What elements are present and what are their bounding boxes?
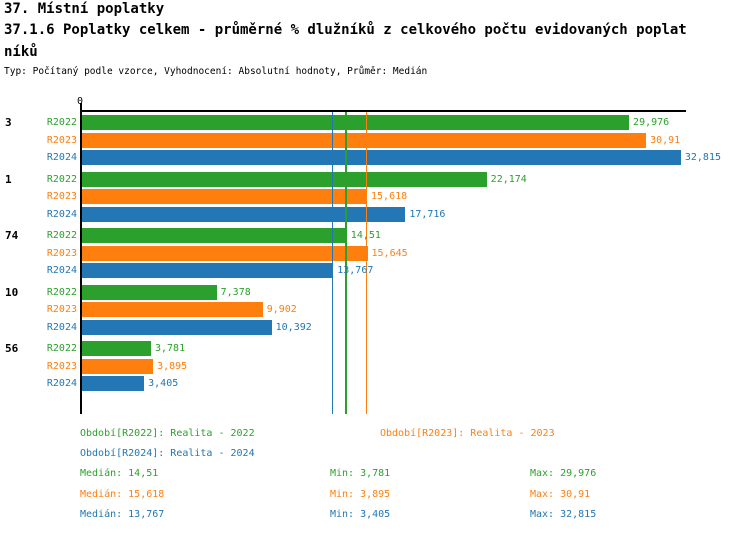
value-bar — [82, 171, 487, 187]
bar-row: R2023 3,895 — [0, 358, 750, 374]
bar-value-label: 15,618 — [371, 191, 408, 202]
bar-row: R2024 13,767 — [0, 263, 750, 278]
axis-origin-tick-mark — [80, 103, 82, 111]
bar-row: R2022 3,781 — [0, 341, 750, 356]
value-bar — [82, 376, 145, 391]
bar-row: R2022 14,51 — [0, 228, 750, 243]
value-bar — [82, 302, 263, 317]
bar-row: R2024 3,405 — [0, 376, 750, 391]
median-line-R2023 — [365, 111, 368, 414]
legend-item-R2023: Období[R2023]: Realita - 2023 — [380, 428, 555, 439]
bar-value-label: 14,51 — [350, 230, 381, 241]
stat-max-R2022: Max: 29,976 — [530, 468, 597, 479]
value-bar — [82, 150, 681, 165]
chart-title-line1: 37.1.6 Poplatky celkem - průměrné % dluž… — [4, 22, 687, 38]
value-bar — [82, 284, 217, 300]
series-row-label: R2024 — [46, 208, 77, 220]
x-axis-line — [80, 110, 686, 112]
bar-row: R2022 22,174 — [0, 171, 750, 187]
stat-median-R2023: Medián: 15,618 — [80, 488, 165, 500]
bar-groups: 3 R2022 29,976 R2023 30,91 R2024 32,815 1 R2022 2… — [0, 115, 750, 398]
value-bar — [82, 319, 272, 335]
axis-origin-tick-label: 0 — [77, 96, 84, 107]
chart-title-line2: níků — [4, 44, 38, 60]
bar-row: R2024 17,716 — [0, 206, 750, 222]
series-row-label: R2023 — [46, 304, 77, 315]
bar-value-label: 15,645 — [371, 247, 408, 259]
group-category-label: 10 — [5, 285, 19, 299]
chart-meta-info: Typ: Počítaný podle vzorce, Vyhodnocení:… — [4, 66, 428, 77]
value-bar — [82, 341, 151, 356]
median-line-R2022 — [345, 111, 347, 414]
series-row-label: R2022 — [46, 343, 77, 354]
legend-item-R2024: Období[R2024]: Realita - 2024 — [80, 448, 255, 459]
bar-value-label: 17,716 — [409, 208, 446, 220]
bar-row: R2023 30,91 — [0, 132, 750, 148]
bar-value-label: 30,91 — [650, 134, 681, 146]
value-bar — [82, 189, 368, 204]
bar-group: 74 R2022 14,51 R2023 15,645 R2024 13,767 — [0, 228, 750, 278]
legend-item-R2022: Období[R2022]: Realita - 2022 — [80, 428, 255, 439]
stat-max-R2023: Max: 30,91 — [530, 488, 591, 500]
bar-row: R2023 15,618 — [0, 189, 750, 204]
group-category-label: 1 — [5, 172, 12, 186]
value-bar — [82, 228, 347, 243]
value-bar — [82, 358, 154, 374]
series-row-label: R2024 — [46, 152, 77, 163]
series-row-label: R2024 — [46, 321, 77, 333]
series-row-label: R2023 — [46, 360, 77, 372]
series-row-label: R2023 — [46, 191, 77, 202]
bar-group: 56 R2022 3,781 R2023 3,895 R2024 3,405 — [0, 341, 750, 391]
group-category-label: 56 — [5, 342, 19, 355]
bar-value-label: 7,378 — [220, 286, 251, 298]
series-row-label: R2022 — [46, 230, 77, 241]
series-row-label: R2022 — [46, 173, 77, 185]
bar-value-label: 22,174 — [490, 173, 527, 185]
stat-max-R2024: Max: 32,815 — [530, 509, 597, 520]
bar-value-label: 3,781 — [155, 343, 186, 354]
value-bar — [82, 132, 647, 148]
series-row-label: R2023 — [46, 247, 77, 259]
series-row-label: R2024 — [46, 378, 77, 389]
bar-value-label: 3,895 — [157, 360, 188, 372]
bar-value-label: 10,392 — [275, 321, 312, 333]
value-bar — [82, 115, 630, 130]
stat-min-R2024: Min: 3,405 — [330, 509, 391, 520]
stat-min-R2023: Min: 3,895 — [330, 488, 391, 500]
series-row-label: R2022 — [46, 117, 77, 128]
bar-row: R2023 15,645 — [0, 245, 750, 261]
bar-row: R2022 7,378 — [0, 284, 750, 300]
bar-value-label: 32,815 — [684, 152, 721, 163]
series-row-label: R2022 — [46, 286, 77, 298]
bar-group: 10 R2022 7,378 R2023 9,902 R2024 10,392 — [0, 284, 750, 335]
stat-median-R2022: Medián: 14,51 — [80, 468, 159, 479]
series-row-label: R2024 — [46, 265, 77, 276]
median-line-R2024 — [331, 111, 334, 414]
bar-row: R2024 32,815 — [0, 150, 750, 165]
bar-group: 3 R2022 29,976 R2023 30,91 R2024 32,815 — [0, 115, 750, 165]
value-bar — [82, 245, 368, 261]
value-bar — [82, 206, 406, 222]
bar-value-label: 3,405 — [148, 378, 179, 389]
bar-row: R2023 9,902 — [0, 302, 750, 317]
stat-min-R2022: Min: 3,781 — [330, 468, 391, 479]
bar-value-label: 13,767 — [337, 265, 374, 276]
bar-row: R2024 10,392 — [0, 319, 750, 335]
bar-value-label: 29,976 — [633, 117, 670, 128]
stat-median-R2024: Medián: 13,767 — [80, 509, 165, 520]
group-category-label: 74 — [5, 229, 19, 242]
series-row-label: R2023 — [46, 134, 77, 146]
bar-group: 1 R2022 22,174 R2023 15,618 R2024 17,716 — [0, 171, 750, 222]
bar-row: R2022 29,976 — [0, 115, 750, 130]
bar-value-label: 9,902 — [266, 304, 297, 315]
report-section-title: 37. Místní poplatky — [4, 1, 165, 17]
y-axis-line — [80, 110, 82, 414]
group-category-label: 3 — [5, 116, 12, 129]
value-bar — [82, 263, 334, 278]
